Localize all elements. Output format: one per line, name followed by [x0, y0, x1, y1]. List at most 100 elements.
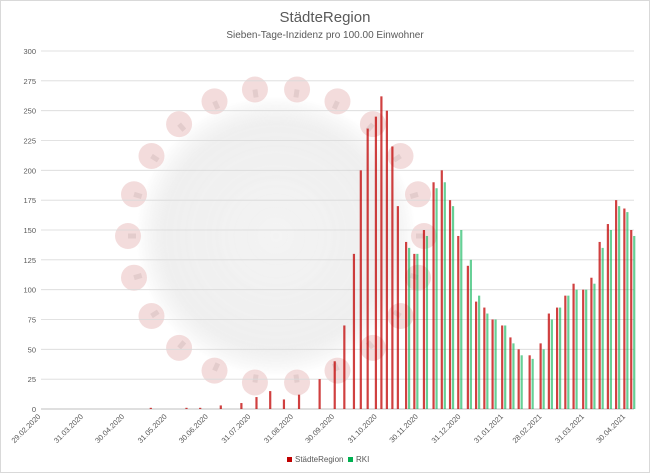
bar-staedteregion: [517, 349, 520, 409]
bar-staedteregion: [466, 265, 469, 409]
bar-rki: [443, 182, 446, 409]
bar-rki: [575, 289, 578, 409]
y-tick-label: 50: [28, 345, 36, 354]
bar-rki: [609, 230, 612, 409]
x-tick-label: 31.01.2021: [472, 412, 505, 445]
bar-staedteregion: [405, 241, 408, 409]
legend-swatch-staedteregion: [287, 457, 292, 462]
bar-rki: [633, 235, 636, 409]
bar-staedteregion: [582, 289, 585, 409]
bar-rki: [408, 247, 411, 409]
virus-illustration: [115, 76, 437, 396]
bar-rki: [504, 325, 507, 409]
chart-subtitle: Sieben-Tage-Inzidenz pro 100.00 Einwohne…: [226, 30, 424, 41]
bar-rki: [531, 358, 534, 409]
bar-staedteregion: [269, 391, 272, 409]
bar-staedteregion: [440, 170, 443, 409]
bar-staedteregion: [475, 301, 478, 409]
bar-staedteregion: [343, 325, 346, 409]
bar-staedteregion: [590, 277, 593, 409]
y-tick-label: 275: [23, 77, 36, 86]
bar-staedteregion: [539, 343, 542, 409]
bar-rki: [601, 247, 604, 409]
bar-staedteregion: [491, 319, 494, 409]
y-tick-label: 150: [23, 226, 36, 235]
bar-staedteregion: [564, 295, 567, 409]
bar-rki: [512, 343, 515, 409]
bar-rki: [425, 235, 429, 409]
legend-swatch-rki: [348, 457, 353, 462]
x-tick-label: 28.02.2021: [511, 412, 544, 445]
bar-staedteregion: [374, 116, 378, 409]
x-tick-label: 31.05.2020: [136, 412, 169, 445]
y-tick-label: 25: [28, 375, 36, 384]
bar-rki: [520, 355, 523, 409]
bar-rki: [542, 349, 545, 409]
x-tick-label: 30.09.2020: [303, 412, 336, 445]
bar-rki: [486, 313, 489, 409]
bar-staedteregion: [572, 283, 575, 409]
bar-rki: [626, 212, 629, 409]
legend: StädteRegion RKI: [287, 455, 369, 464]
y-tick-label: 175: [23, 196, 36, 205]
chart-title: StädteRegion: [280, 9, 371, 26]
x-tick-label: 31.08.2020: [262, 412, 295, 445]
bar-staedteregion: [391, 146, 394, 409]
bar-rki: [460, 230, 463, 409]
legend-label-rki: RKI: [356, 455, 369, 464]
bar-staedteregion: [509, 337, 512, 409]
bar-rki: [567, 295, 570, 409]
bar-staedteregion: [352, 253, 356, 409]
bar-staedteregion: [366, 128, 369, 410]
y-tick-label: 0: [32, 405, 36, 414]
bar-staedteregion: [528, 355, 531, 409]
bar-staedteregion: [448, 200, 452, 409]
bar-staedteregion: [598, 241, 601, 409]
bar-staedteregion: [556, 307, 559, 409]
y-tick-label: 250: [23, 107, 36, 116]
bar-staedteregion: [432, 182, 435, 409]
bar-staedteregion: [385, 110, 388, 410]
bar-staedteregion: [623, 208, 626, 409]
bar-staedteregion: [149, 407, 152, 409]
x-tick-label: 31.03.2021: [553, 412, 586, 445]
bar-staedteregion: [630, 230, 633, 409]
bar-rki: [618, 206, 621, 409]
bar-rki: [478, 295, 481, 409]
y-tick-label: 300: [23, 47, 36, 56]
bar-staedteregion: [380, 96, 383, 409]
bar-staedteregion: [318, 379, 321, 409]
bars: [149, 96, 636, 410]
bar-staedteregion: [413, 253, 416, 409]
x-tick-label: 31.10.2020: [346, 412, 379, 445]
bar-rki: [494, 319, 497, 409]
gridlines: [41, 50, 634, 410]
bar-staedteregion: [483, 307, 486, 409]
bar-rki: [451, 206, 455, 409]
y-tick-label: 225: [23, 137, 36, 146]
x-tick-label: 30.04.2021: [594, 412, 627, 445]
y-tick-label: 125: [23, 256, 36, 265]
bar-rki: [435, 188, 438, 409]
x-tick-label: 31.03.2020: [52, 412, 85, 445]
legend-label-staedteregion: StädteRegion: [295, 455, 343, 464]
x-tick-label: 30.04.2020: [93, 412, 126, 445]
bar-staedteregion: [219, 405, 222, 409]
x-tick-label: 31.12.2020: [430, 412, 463, 445]
bar-staedteregion: [457, 235, 460, 409]
bar-staedteregion: [333, 361, 336, 409]
bar-rki: [416, 253, 419, 409]
bar-rki: [550, 319, 553, 409]
bar-staedteregion: [606, 224, 609, 409]
bar-staedteregion: [422, 230, 426, 409]
x-axis-ticks: 29.02.2020 31.03.2020 30.04.2020 31.05.2020…: [10, 412, 628, 445]
bar-rki: [469, 259, 472, 409]
x-tick-label: 29.02.2020: [10, 412, 43, 445]
x-tick-label: 30.11.2020: [387, 412, 420, 445]
bar-staedteregion: [547, 313, 550, 409]
bar-rki: [593, 283, 596, 409]
bar-staedteregion: [615, 200, 618, 409]
y-tick-label: 75: [28, 316, 36, 325]
